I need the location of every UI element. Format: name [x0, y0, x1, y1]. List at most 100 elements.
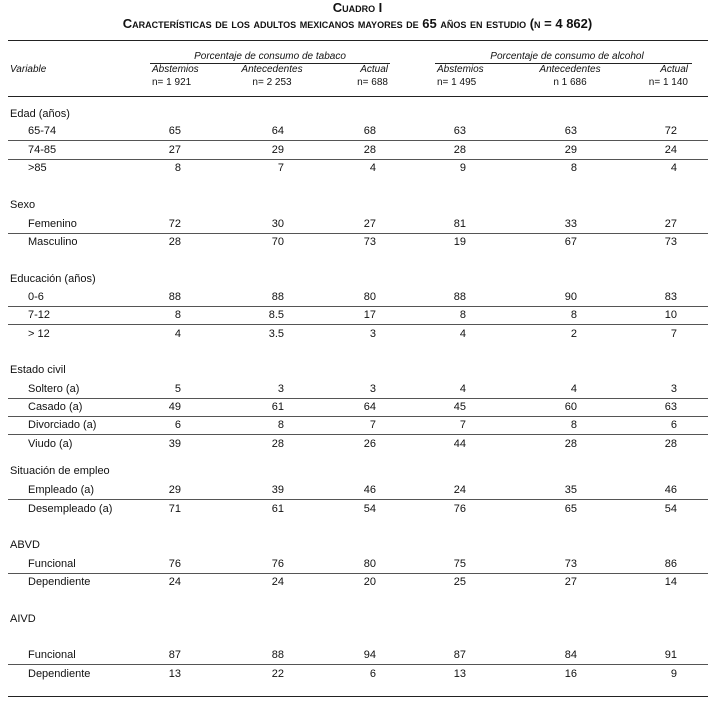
cell-value: 4: [459, 328, 466, 340]
row-label: > 12: [28, 328, 50, 340]
cell-value: 88: [453, 291, 466, 303]
cell-value: 73: [664, 236, 677, 248]
cell-value: 24: [664, 144, 677, 156]
cell-value: 72: [664, 125, 677, 137]
row-rule: [8, 573, 708, 574]
cell-value: 61: [271, 503, 284, 515]
cell-value: 8: [570, 162, 577, 174]
cell-value: 7: [459, 419, 466, 431]
cell-value: 28: [564, 438, 577, 450]
cell-value: 24: [453, 484, 466, 496]
cell-value: 76: [168, 558, 181, 570]
cell-value: 24: [168, 576, 181, 588]
cell-value: 29: [271, 144, 284, 156]
cell-value: 39: [168, 438, 181, 450]
section-label: AIVD: [10, 613, 36, 625]
cell-value: 64: [271, 125, 284, 137]
section-label: Estado civil: [10, 364, 66, 376]
cell-value: 25: [453, 576, 466, 588]
cell-value: 67: [564, 236, 577, 248]
row-rule: [8, 140, 708, 141]
header-rule: [8, 96, 708, 97]
cell-value: 45: [453, 401, 466, 413]
table-title: Características de los adultos mexicanos…: [122, 16, 593, 31]
group-header: Porcentaje de consumo de tabaco: [194, 51, 346, 62]
cell-value: 19: [453, 236, 466, 248]
cell-value: 2: [570, 328, 577, 340]
cell-value: 76: [453, 503, 466, 515]
row-label: >85: [28, 162, 47, 174]
column-n: n= 1 140: [648, 77, 688, 88]
row-label: Masculino: [28, 236, 78, 248]
cell-value: 33: [564, 218, 577, 230]
cell-value: 46: [664, 484, 677, 496]
group-rule: [435, 63, 692, 64]
row-rule: [8, 434, 708, 435]
cell-value: 3: [369, 328, 376, 340]
cell-value: 87: [453, 649, 466, 661]
cell-value: 88: [168, 291, 181, 303]
cell-value: 7: [277, 162, 284, 174]
cell-value: 88: [271, 649, 284, 661]
top-rule: [8, 40, 708, 41]
cell-value: 5: [174, 383, 181, 395]
column-n: n= 688: [357, 77, 388, 88]
cell-value: 24: [271, 576, 284, 588]
cell-value: 71: [168, 503, 181, 515]
cell-value: 63: [453, 125, 466, 137]
group-rule: [150, 63, 390, 64]
row-rule: [8, 159, 708, 160]
cell-value: 10: [664, 309, 677, 321]
row-label: Funcional: [28, 649, 76, 661]
row-rule: [8, 233, 708, 234]
column-n: n= 2 253: [252, 77, 292, 88]
cell-value: 29: [168, 484, 181, 496]
cell-value: 39: [271, 484, 284, 496]
cell-value: 80: [363, 558, 376, 570]
column-header: Antecedentes: [539, 64, 601, 75]
cell-value: 83: [664, 291, 677, 303]
cell-value: 63: [664, 401, 677, 413]
row-rule: [8, 324, 708, 325]
column-n: n= 1 921: [152, 77, 192, 88]
cell-value: 75: [453, 558, 466, 570]
cell-value: 73: [564, 558, 577, 570]
section-label: Educación (años): [10, 273, 96, 285]
cell-value: 35: [564, 484, 577, 496]
cell-value: 28: [271, 438, 284, 450]
cell-value: 9: [459, 162, 466, 174]
cell-value: 9: [670, 668, 677, 680]
column-n: n 1 686: [553, 77, 587, 88]
table-label: Cuadro I: [332, 0, 383, 15]
cell-value: 86: [664, 558, 677, 570]
row-label: 65-74: [28, 125, 57, 137]
cell-value: 90: [564, 291, 577, 303]
cell-value: 26: [363, 438, 376, 450]
row-rule: [8, 664, 708, 665]
cell-value: 29: [564, 144, 577, 156]
cell-value: 7: [670, 328, 677, 340]
cell-value: 14: [664, 576, 677, 588]
cell-value: 91: [664, 649, 677, 661]
cell-value: 46: [363, 484, 376, 496]
row-label: Soltero (a): [28, 383, 80, 395]
cell-value: 4: [174, 328, 181, 340]
cell-value: 88: [271, 291, 284, 303]
cell-value: 76: [271, 558, 284, 570]
cell-value: 8: [570, 309, 577, 321]
column-header: Abstemios: [437, 64, 484, 75]
cell-value: 27: [168, 144, 181, 156]
row-label: Dependiente: [28, 668, 91, 680]
cell-value: 7: [369, 419, 376, 431]
cell-value: 3.5: [268, 328, 284, 340]
column-header: Actual: [660, 64, 688, 75]
cell-value: 65: [168, 125, 181, 137]
cell-value: 49: [168, 401, 181, 413]
cell-value: 61: [271, 401, 284, 413]
cell-value: 27: [564, 576, 577, 588]
cell-value: 73: [363, 236, 376, 248]
row-rule: [8, 398, 708, 399]
cell-value: 8: [174, 309, 181, 321]
row-label: 74-85: [28, 144, 57, 156]
cell-value: 28: [168, 236, 181, 248]
